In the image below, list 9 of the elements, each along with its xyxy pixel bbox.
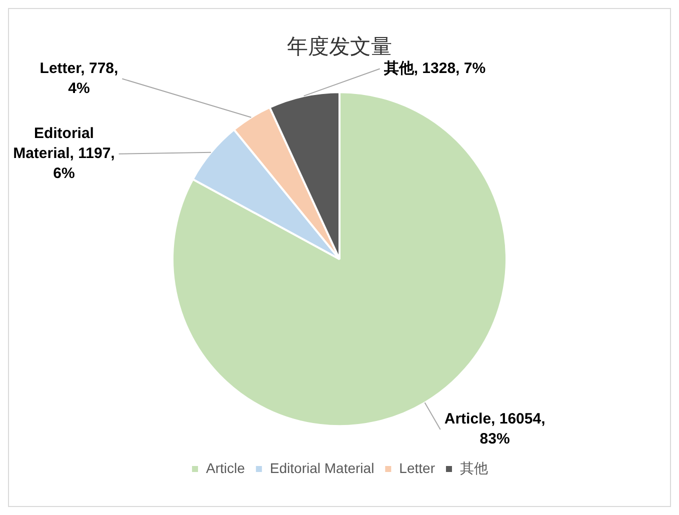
- data-label: Editorial Material, 1197, 6%: [13, 125, 115, 182]
- data-label: 其他, 1328, 7%: [382, 60, 486, 77]
- chart-title: 年度发文量: [287, 35, 392, 58]
- legend-label: Letter: [399, 460, 436, 476]
- legend-label: 其他: [460, 460, 488, 476]
- legend-label: Article: [206, 460, 246, 476]
- legend-label: Editorial Material: [270, 460, 374, 476]
- data-label: Letter, 778, 4%: [40, 60, 118, 97]
- data-label: Article, 16054, 83%: [444, 410, 546, 448]
